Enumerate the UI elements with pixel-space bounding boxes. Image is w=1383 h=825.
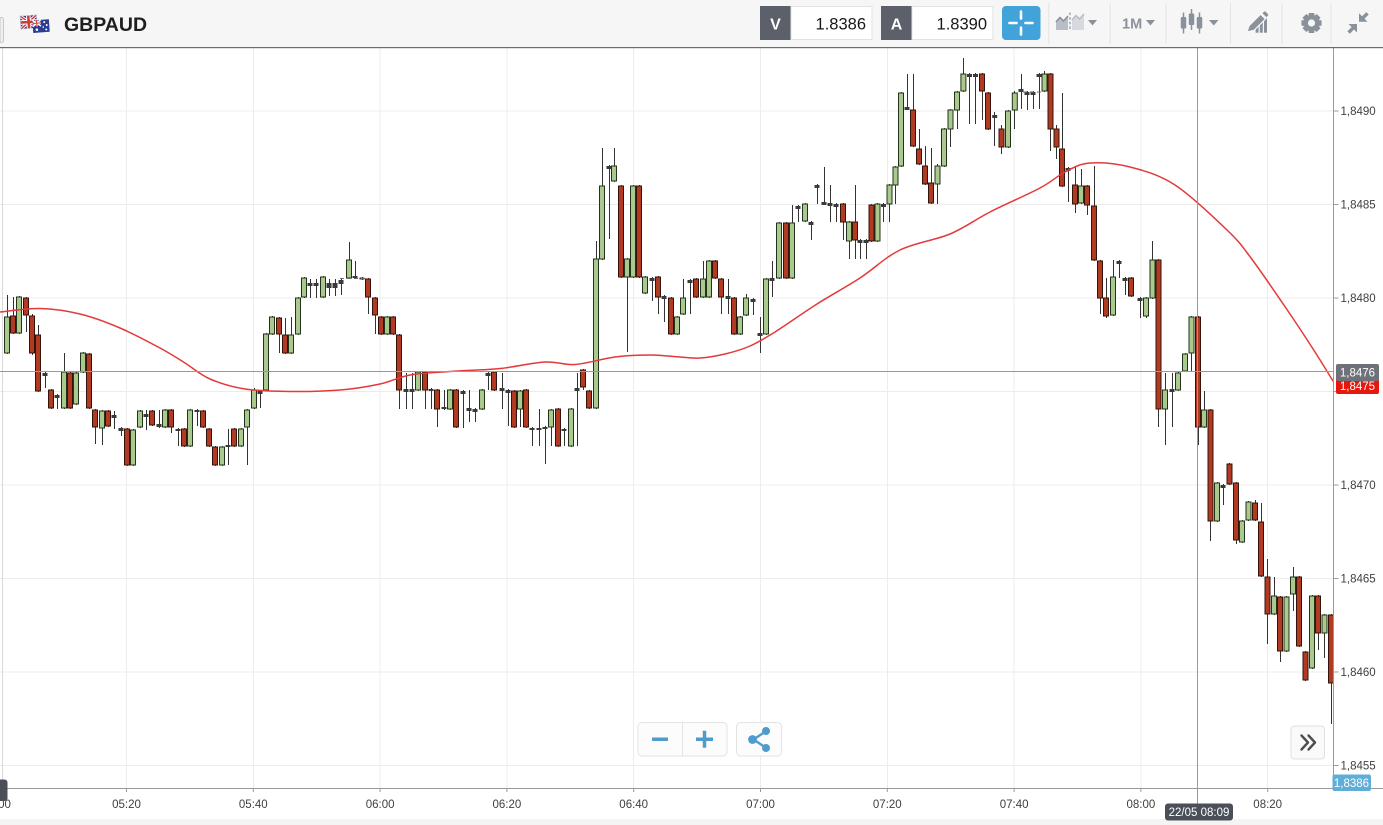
svg-text:06:00: 06:00	[366, 799, 395, 811]
svg-text:GBPAUD: GBPAUD	[64, 14, 147, 36]
svg-text:05:40: 05:40	[239, 799, 268, 811]
svg-text:1.8390: 1.8390	[937, 16, 987, 34]
svg-text:07:20: 07:20	[873, 799, 902, 811]
svg-text:1,8485: 1,8485	[1341, 200, 1376, 212]
svg-text:08:00: 08:00	[1127, 799, 1156, 811]
svg-text:1,8460: 1,8460	[1341, 667, 1376, 679]
svg-text:V: V	[770, 17, 781, 34]
svg-text:1M: 1M	[1122, 17, 1142, 33]
svg-text:1,8470: 1,8470	[1341, 480, 1376, 492]
svg-text:1,8455: 1,8455	[1341, 761, 1376, 773]
svg-text:1,8490: 1,8490	[1341, 106, 1376, 118]
svg-text:1,8465: 1,8465	[1341, 574, 1376, 586]
svg-text:1,8475: 1,8475	[1340, 381, 1375, 393]
svg-text:1,8480: 1,8480	[1341, 293, 1376, 305]
svg-text:06:40: 06:40	[619, 799, 648, 811]
svg-text:A: A	[891, 17, 903, 34]
svg-text:06:20: 06:20	[493, 799, 522, 811]
svg-text:1.8386: 1.8386	[816, 16, 866, 34]
svg-text:05:20: 05:20	[112, 799, 141, 811]
svg-text:07:40: 07:40	[1000, 799, 1029, 811]
svg-text:22/05 08:09: 22/05 08:09	[1169, 807, 1230, 819]
svg-text:08:20: 08:20	[1253, 799, 1282, 811]
svg-text:1,8476: 1,8476	[1340, 368, 1375, 380]
svg-text:1,8386: 1,8386	[1334, 778, 1369, 790]
svg-text:05:00: 05:00	[0, 799, 11, 811]
svg-text:07:00: 07:00	[746, 799, 775, 811]
